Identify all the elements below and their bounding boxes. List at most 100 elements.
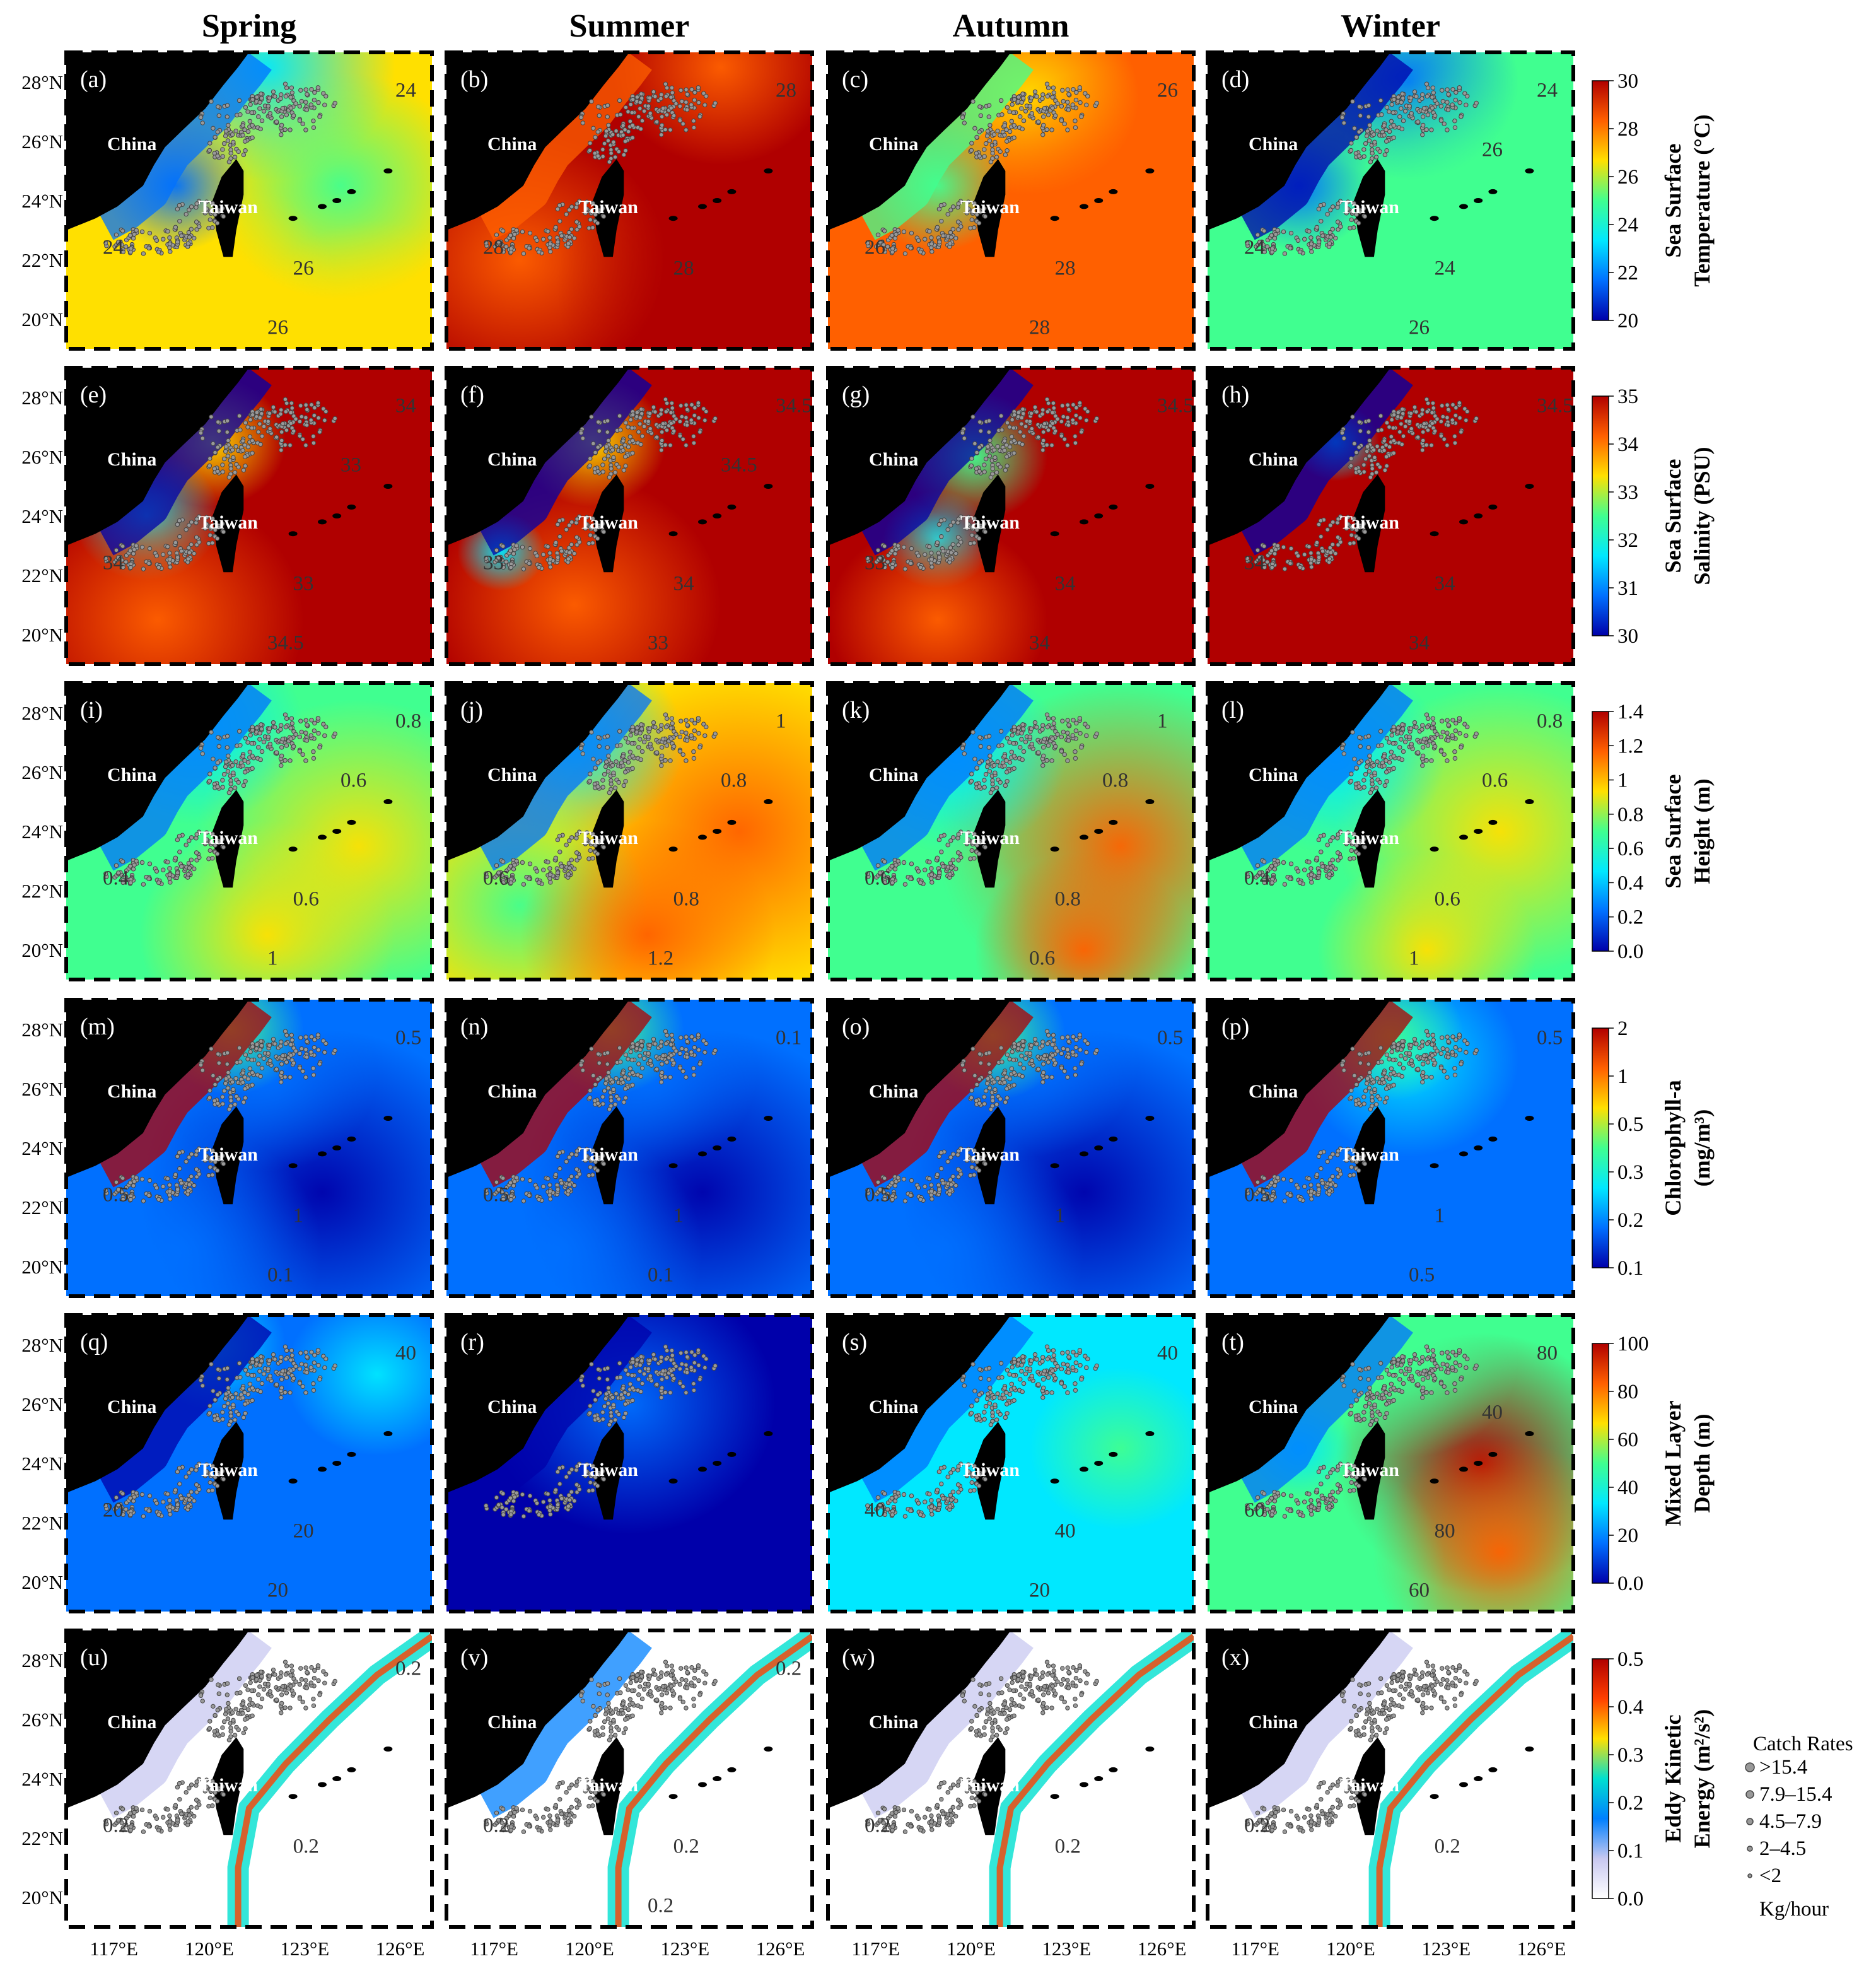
catch-point [587,778,593,784]
catch-point [648,1058,653,1063]
island [698,834,707,840]
catch-point [206,225,211,231]
catch-point [1364,764,1370,769]
catch-point [1308,866,1314,871]
catch-point [998,1096,1003,1102]
catch-point [548,565,553,570]
catch-point [1339,1062,1345,1068]
catch-point [679,403,684,408]
catch-point [547,551,552,556]
label-taiwan: Taiwan [960,828,1020,848]
catch-point [192,235,197,241]
catch-point [1452,1066,1457,1071]
catch-point [1307,229,1312,234]
island [347,1136,356,1142]
catch-point [574,1167,580,1172]
catch-point [250,1044,255,1050]
catch-point [945,211,950,217]
catch-point [559,549,564,554]
catch-point [555,206,561,212]
catch-point [670,721,675,726]
catch-point [623,420,629,425]
catch-point [293,732,298,737]
catch-point [603,1080,609,1086]
catch-point [590,1173,595,1178]
catch-point [303,402,308,407]
island [318,519,327,525]
catch-point [1445,423,1451,428]
catch-point [1440,403,1445,408]
catch-point [691,749,696,754]
catch-point [605,1062,610,1067]
catch-point [1320,233,1325,238]
catch-point [279,723,284,728]
catch-point [1397,745,1402,750]
catch-point [648,426,653,431]
catch-point [512,862,517,868]
catch-point [194,1167,199,1172]
field-blob [139,821,395,980]
catch-point [1061,729,1066,735]
catch-point [1050,1042,1055,1047]
catch-point [332,731,337,737]
catch-point [1430,1042,1435,1047]
catch-point [297,734,303,740]
catch-point [985,1076,991,1081]
catch-point [1085,409,1090,414]
catch-point [1399,126,1404,132]
catch-point [617,1045,622,1051]
catch-point [1255,1179,1261,1185]
catch-point [230,1079,235,1085]
catch-point [964,841,970,846]
catch-point [1005,1052,1010,1057]
catch-point [1335,520,1340,525]
catch-point [1438,103,1444,109]
catch-point [256,430,261,435]
catch-point [1420,1070,1426,1075]
catch-point [586,225,591,231]
catch-point [1382,1070,1387,1075]
catch-point [574,201,580,206]
catch-point [280,105,286,111]
catch-point [297,1051,303,1056]
catch-point [567,865,573,870]
catch-point [156,1197,161,1202]
catch-point [569,520,574,525]
catch-point [890,565,895,570]
catch-point [638,126,643,132]
catch-point [929,866,934,871]
catch-point [994,470,999,475]
catch-point [257,415,262,420]
catch-point [1021,749,1027,754]
catch-point [216,428,221,434]
catch-point [238,112,243,117]
catch-point [1365,1076,1370,1081]
catch-point [274,119,279,124]
catch-point [249,1057,255,1063]
taiwan-land [213,790,244,888]
catch-point [508,548,513,553]
catch-point [1378,1045,1384,1051]
catch-point [1330,857,1335,863]
catch-point [953,866,958,872]
contour-label: 34 [1029,632,1050,655]
catch-point [609,781,614,787]
catch-point [245,1056,250,1062]
catch-point [603,1076,609,1081]
catch-point [315,716,321,721]
catch-point [1273,231,1278,237]
catch-point [1431,406,1436,411]
catch-point [1059,419,1064,424]
catch-point [1399,757,1404,763]
catch-point [213,1159,218,1164]
catch-point [622,758,627,763]
catch-point [1308,241,1314,247]
catch-point [215,153,220,158]
catch-point [500,228,506,233]
catch-point [964,211,970,216]
catch-point [623,1096,628,1101]
catch-point [1424,1074,1429,1080]
catch-point [242,127,247,132]
catch-point [1011,97,1017,102]
catch-point [1040,753,1046,759]
